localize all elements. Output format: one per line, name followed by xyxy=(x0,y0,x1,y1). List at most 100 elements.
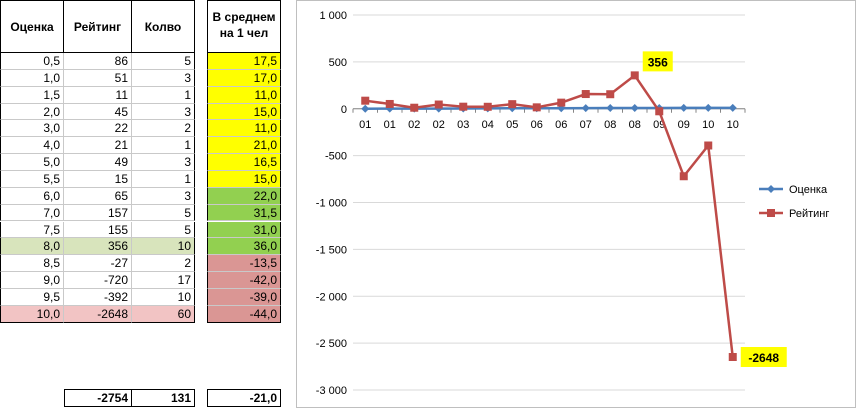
cell-rating[interactable]: 9,5 xyxy=(0,288,63,306)
cell-score[interactable]: 49 xyxy=(63,154,131,171)
total-avg[interactable]: -21,0 xyxy=(207,389,281,407)
header-rating[interactable]: Оценка xyxy=(0,0,63,53)
cell-score[interactable]: 11 xyxy=(63,86,131,104)
cell-score[interactable]: 21 xyxy=(63,137,131,155)
data-label: 356 xyxy=(648,55,668,69)
cell-avg[interactable]: -42,0 xyxy=(207,272,281,289)
legend-marker xyxy=(767,209,775,217)
cell-count[interactable]: 5 xyxy=(131,221,195,239)
cell-score[interactable]: 155 xyxy=(63,221,131,239)
header-avg[interactable]: В среднем на 1 чел xyxy=(207,0,281,53)
cell-count[interactable]: 3 xyxy=(131,187,195,205)
point-score xyxy=(459,102,468,111)
cell-count[interactable]: 1 xyxy=(131,170,195,188)
cell-rating[interactable]: 10,0 xyxy=(0,305,63,323)
cell-rating[interactable]: 1,5 xyxy=(0,86,63,104)
total-count[interactable]: 131 xyxy=(131,389,195,407)
x-tick-label: 10 xyxy=(702,119,714,131)
point-score xyxy=(532,103,541,112)
cell-rating[interactable]: 4,0 xyxy=(0,137,63,155)
point-score xyxy=(483,102,492,111)
cell-count[interactable]: 2 xyxy=(131,255,195,273)
point-score xyxy=(385,99,394,108)
cell-avg[interactable]: -39,0 xyxy=(207,288,281,306)
cell-rating[interactable]: 8,0 xyxy=(0,238,63,256)
cell-rating[interactable]: 7,5 xyxy=(0,221,63,239)
cell-score[interactable]: 15 xyxy=(63,170,131,188)
x-tick-label: 03 xyxy=(457,119,469,131)
point-rating xyxy=(581,104,590,113)
cell-avg[interactable]: 31,5 xyxy=(207,204,281,222)
header-score[interactable]: Рейтинг xyxy=(63,0,131,53)
cell-score[interactable]: 22 xyxy=(63,120,131,138)
cell-score[interactable]: 356 xyxy=(63,238,131,256)
cell-count[interactable]: 3 xyxy=(131,103,195,121)
x-tick-label: 01 xyxy=(384,119,396,131)
cell-score[interactable]: 65 xyxy=(63,187,131,205)
cell-avg[interactable]: 16,5 xyxy=(207,154,281,171)
cell-count[interactable]: 2 xyxy=(131,120,195,138)
data-label: -2648 xyxy=(748,351,779,365)
cell-count[interactable]: 1 xyxy=(131,86,195,104)
cell-rating[interactable]: 6,0 xyxy=(0,187,63,205)
point-score xyxy=(361,96,370,105)
cell-score[interactable]: 86 xyxy=(63,53,131,70)
cell-rating[interactable]: 7,0 xyxy=(0,204,63,222)
cell-score[interactable]: 157 xyxy=(63,204,131,222)
cell-count[interactable]: 10 xyxy=(131,288,195,306)
cell-score[interactable]: -27 xyxy=(63,255,131,273)
cell-avg[interactable]: 11,0 xyxy=(207,120,281,138)
cell-rating[interactable]: 9,0 xyxy=(0,272,63,289)
cell-count[interactable]: 5 xyxy=(131,204,195,222)
cell-count[interactable]: 1 xyxy=(131,137,195,155)
cell-count[interactable]: 10 xyxy=(131,238,195,256)
cell-score[interactable]: 45 xyxy=(63,103,131,121)
cell-avg[interactable]: 15,0 xyxy=(207,170,281,188)
cell-count[interactable]: 5 xyxy=(131,53,195,70)
cell-count[interactable]: 3 xyxy=(131,154,195,171)
point-score xyxy=(410,103,419,112)
series-line-score xyxy=(365,73,734,358)
cell-count[interactable]: 17 xyxy=(131,272,195,289)
cell-avg[interactable]: 11,0 xyxy=(207,86,281,104)
cell-avg[interactable]: -13,5 xyxy=(207,255,281,273)
cell-score[interactable]: -720 xyxy=(63,272,131,289)
x-tick-label: 10 xyxy=(727,119,739,131)
cell-avg[interactable]: 17,0 xyxy=(207,69,281,87)
cell-count[interactable]: 3 xyxy=(131,69,195,87)
x-tick-label: 09 xyxy=(678,119,690,131)
cell-avg[interactable]: 22,0 xyxy=(207,187,281,205)
legend-marker xyxy=(767,185,775,193)
y-tick-label: -500 xyxy=(325,151,347,163)
cell-avg[interactable]: 36,0 xyxy=(207,238,281,256)
cell-score[interactable]: 51 xyxy=(63,69,131,87)
cell-rating[interactable]: 3,0 xyxy=(0,120,63,138)
point-rating xyxy=(630,104,639,112)
cell-avg[interactable]: 31,0 xyxy=(207,221,281,239)
line-chart[interactable]: 1 000 500 0 -500 -1 000 -1 500 -2 000 -2 500 -3 … xyxy=(296,0,856,408)
x-tick-label: 07 xyxy=(580,119,592,131)
cell-avg[interactable]: 21,0 xyxy=(207,137,281,155)
legend-label: Оценка xyxy=(789,184,828,196)
cell-avg[interactable]: 15,0 xyxy=(207,103,281,121)
cell-rating[interactable]: 8,5 xyxy=(0,255,63,273)
cell-avg[interactable]: -44,0 xyxy=(207,305,281,323)
cell-score[interactable]: -2648 xyxy=(63,305,131,323)
cell-rating[interactable]: 5,5 xyxy=(0,170,63,188)
total-score[interactable]: -2754 xyxy=(64,389,131,407)
cell-rating[interactable]: 1,0 xyxy=(0,69,63,87)
cell-rating[interactable]: 0,5 xyxy=(0,53,63,70)
header-count[interactable]: Колво xyxy=(131,0,195,53)
cell-count[interactable]: 60 xyxy=(131,305,195,323)
y-tick-label: 500 xyxy=(329,57,347,69)
cell-score[interactable]: -392 xyxy=(63,288,131,306)
cell-rating[interactable]: 5,0 xyxy=(0,154,63,171)
cell-rating[interactable]: 2,0 xyxy=(0,103,63,121)
y-tick-label: 0 xyxy=(341,104,347,116)
x-tick-label: 06 xyxy=(531,119,543,131)
y-tick-label: -2 000 xyxy=(316,291,347,303)
point-score xyxy=(606,90,615,99)
point-score xyxy=(728,353,737,361)
x-tick-label: 08 xyxy=(604,119,616,131)
cell-avg[interactable]: 17,5 xyxy=(207,53,281,70)
